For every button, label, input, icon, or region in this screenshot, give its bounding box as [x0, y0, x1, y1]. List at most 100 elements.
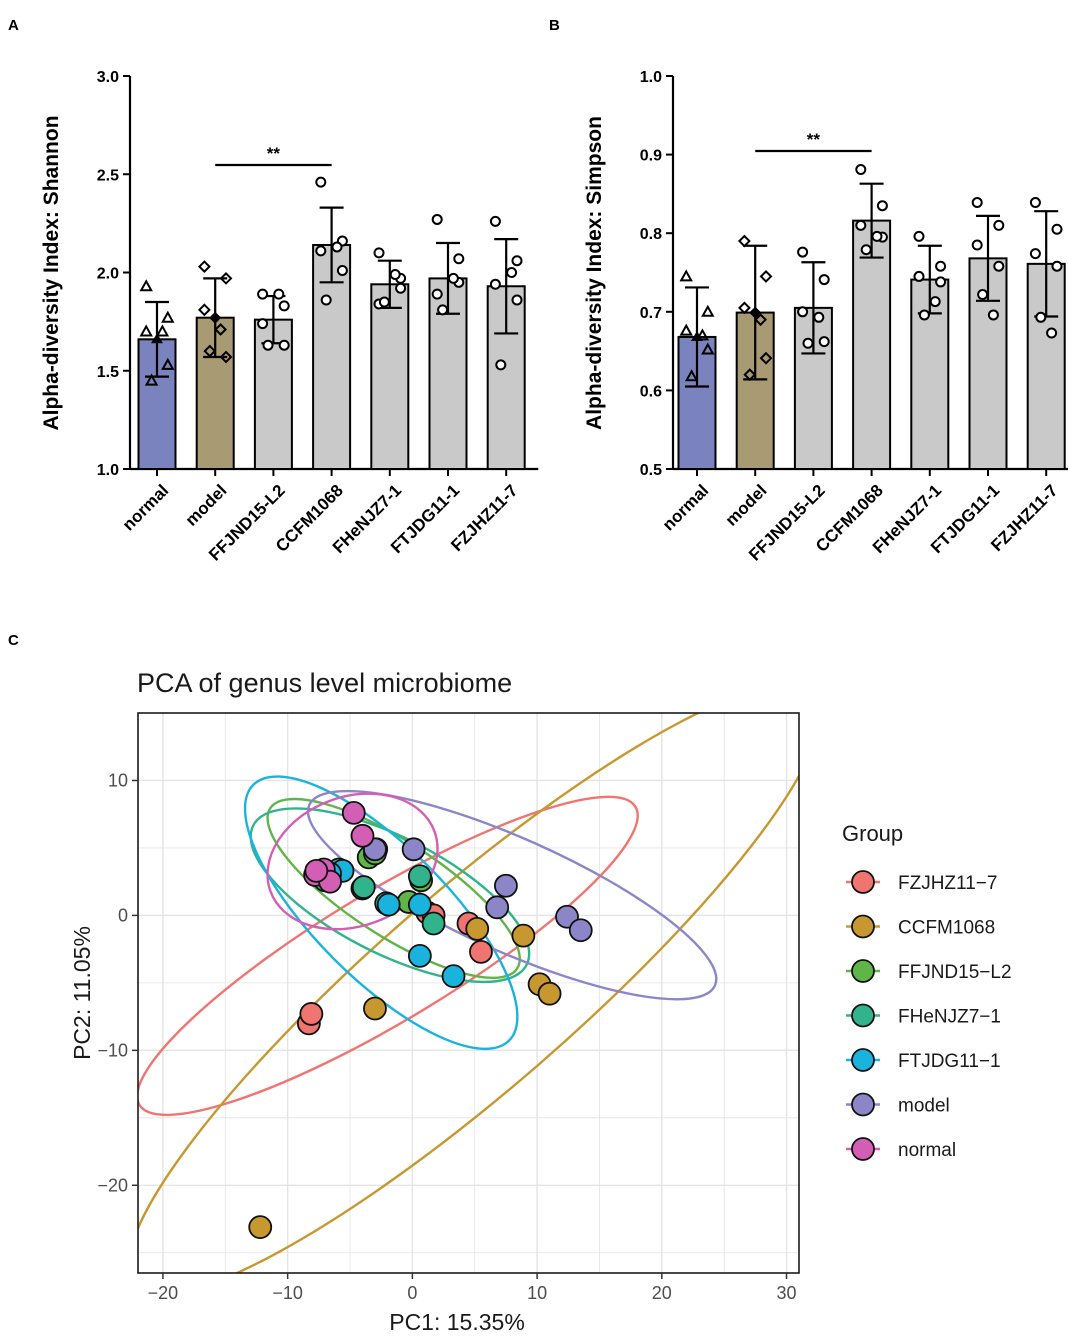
point-ftjdg11-1 — [441, 964, 466, 989]
panel-a-data-point — [511, 255, 523, 267]
panel-b-data-point — [971, 239, 983, 251]
panel-a-data-point — [273, 288, 285, 300]
panel-a-mean-marker — [209, 311, 222, 324]
panel-b-y-axis-label: Alpha-diversity Index: Simpson — [583, 116, 606, 430]
panel-b-data-point — [935, 276, 947, 288]
panel-b-data-point — [759, 270, 773, 283]
panel-b-data-point — [860, 244, 872, 256]
legend-key-normal — [851, 1137, 875, 1161]
panel-a-data-point — [257, 318, 269, 330]
panel-b-data-point — [813, 311, 825, 323]
panel-a-data-point — [278, 300, 290, 312]
legend-key-ccfm1068 — [851, 914, 875, 939]
panel-b-data-point — [876, 200, 888, 212]
pca-y-tick-label: 0 — [118, 905, 128, 925]
panel-b-y-tick-label: 0.5 — [640, 462, 662, 479]
panel-a-data-point — [197, 260, 211, 274]
pca-y-tick-label: −20 — [97, 1175, 128, 1195]
panel-a-data-point — [155, 324, 170, 337]
panel-b-data-point — [977, 289, 989, 301]
panel-a-data-point — [453, 253, 465, 265]
panel-a-data-point — [219, 350, 233, 364]
panel-c-x-axis-label: PC1: 15.35% — [389, 1309, 525, 1335]
panel-b-y-tick-label: 0.8 — [640, 226, 662, 243]
panel-b-data-point — [929, 296, 941, 308]
pca-points — [248, 800, 593, 1240]
legend-title: Group — [842, 821, 903, 846]
panel-b-data-point — [818, 336, 830, 348]
panel-a-data-point — [511, 294, 523, 306]
panel-a-data-point — [395, 282, 407, 294]
pca-x-tick-label: 20 — [652, 1283, 672, 1303]
panel-a-y-tick-label: 3.0 — [97, 69, 119, 86]
panel-a-data-point — [315, 245, 327, 257]
panel-b-data-point — [1029, 248, 1041, 260]
panel-b-data-point — [971, 197, 983, 209]
point-fzjhz11-7 — [469, 939, 493, 964]
panel-a-data-point — [315, 176, 327, 188]
point-model — [568, 918, 593, 943]
panel-b-data-point — [743, 368, 757, 382]
panel-a-data-point — [139, 279, 153, 292]
panel-b-data-point — [701, 304, 715, 317]
panel-b-x-tick-label: model — [722, 481, 771, 530]
legend-key-ftjdg11-1 — [851, 1048, 875, 1072]
panel-b-data-point — [1046, 327, 1058, 339]
panel-a-data-point — [257, 288, 269, 300]
legend-key-ffjnd15-l2 — [851, 959, 875, 983]
panel-b-data-point — [1035, 311, 1047, 323]
point-model — [485, 895, 510, 920]
pca-x-tick-label: 0 — [407, 1283, 417, 1303]
panel-a-data-point — [373, 247, 385, 259]
panel-c-label: C — [8, 632, 19, 649]
point-model — [494, 873, 518, 898]
point-ftjdg11-1 — [407, 892, 432, 917]
panel-a-data-point — [219, 271, 233, 285]
pca-x-tick-label: −20 — [148, 1283, 179, 1303]
panel-b-y-tick-label: 0.6 — [640, 383, 662, 400]
panel-a-data-point — [161, 357, 175, 370]
panel-a-data-point — [161, 310, 175, 323]
panel-a-data-point — [389, 268, 401, 280]
panel-a-data-point — [139, 324, 153, 337]
panel-b-mean-marker — [691, 330, 703, 341]
point-model — [401, 837, 426, 862]
panel-b-data-point — [818, 274, 830, 286]
panel-a-data-point — [506, 267, 518, 278]
panel-b: B Alpha-diversity Index: Simpson 0.5 0.6 0… — [549, 17, 1068, 564]
pca-y-tick-label: 10 — [108, 770, 128, 790]
panel-c-title: PCA of genus level microbiome — [137, 668, 512, 698]
panel-b-data-point — [855, 219, 867, 231]
panel-b-data-point — [797, 246, 809, 258]
ellipse-normal — [266, 792, 439, 931]
panel-b-data-point — [679, 323, 693, 336]
panel-a-data-point — [331, 241, 343, 253]
panel-b-data-point — [797, 306, 809, 318]
pca-x-tick-label: 30 — [777, 1283, 797, 1303]
panel-b-data-point — [993, 260, 1005, 272]
panel-b-data-point — [1051, 223, 1063, 235]
panel-a-data-point — [489, 215, 501, 227]
panel-a-mean-marker — [151, 333, 163, 344]
pca-grid — [138, 712, 799, 1273]
panel-a-y-tick-label: 2.5 — [97, 167, 119, 184]
panel-a-y-axis-label: Alpha-diversity Index: Shannon — [40, 115, 63, 430]
panel-b-data-point — [737, 301, 751, 315]
legend-label-fzjhz11-7: FZJHZ11−7 — [898, 873, 997, 894]
panel-b-data-point — [918, 309, 930, 321]
pca-y-tick-label: −10 — [97, 1040, 128, 1060]
legend-label-ftjdg11-1: FTJDG11−1 — [898, 1051, 1001, 1072]
panel-a-data-point — [197, 303, 211, 317]
point-ftjdg11-1 — [376, 892, 401, 917]
panel-a-data-point — [336, 265, 348, 277]
legend-label-ccfm1068: CCFM1068 — [898, 918, 995, 939]
panel-a-data-point — [378, 296, 390, 308]
panel-b-data-point — [802, 337, 814, 349]
point-ccfm1068 — [465, 917, 490, 941]
panel-b-data-point — [935, 260, 947, 272]
panel-b-data-point — [1051, 260, 1063, 272]
legend-key-model — [851, 1092, 875, 1117]
panel-b-data-point — [993, 219, 1005, 231]
panel-a-x-tick-label: model — [182, 481, 231, 530]
panel-b-y-tick-label: 0.9 — [640, 148, 662, 165]
